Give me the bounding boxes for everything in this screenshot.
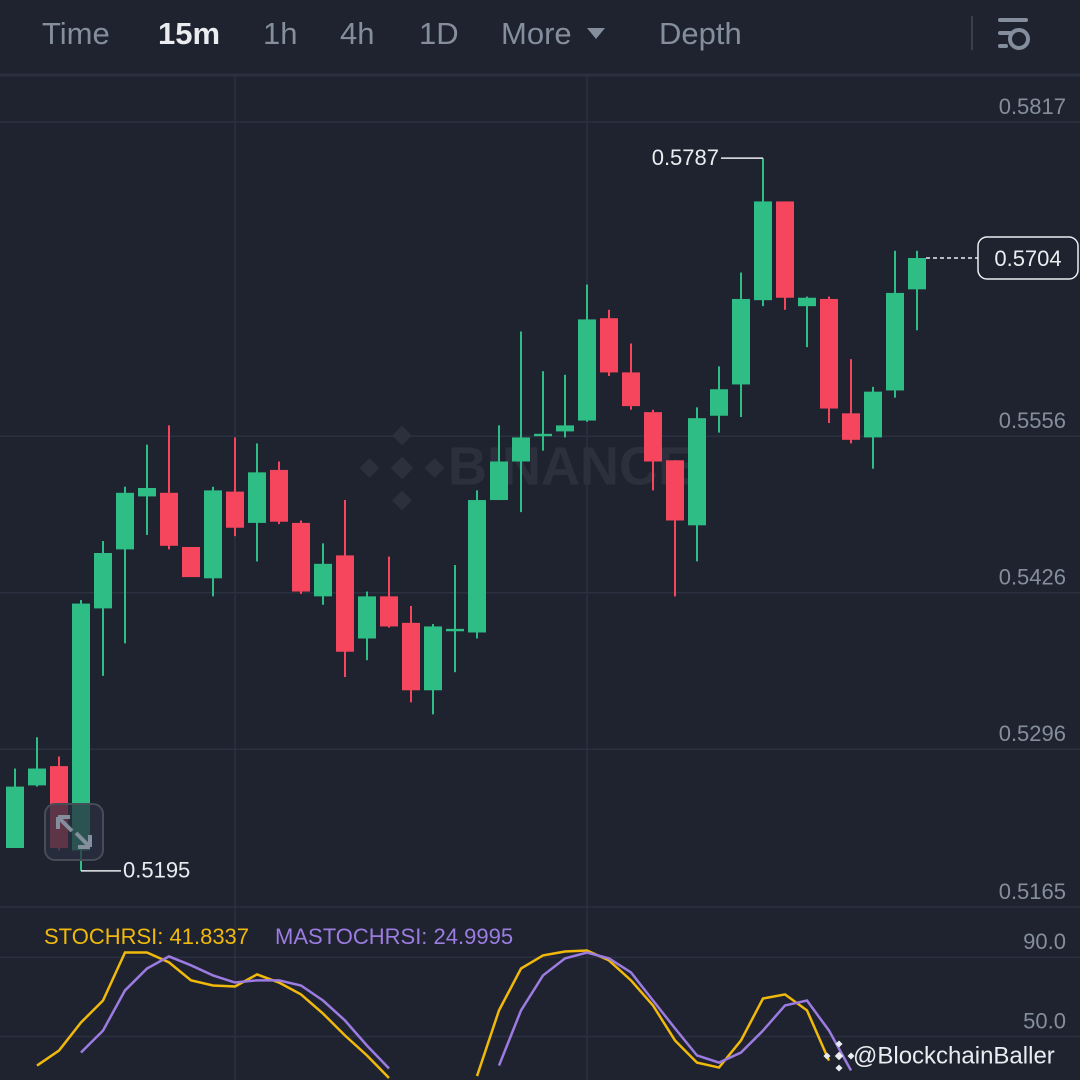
- tab[interactable]: 15m: [158, 16, 220, 51]
- candle-body: [380, 596, 398, 627]
- candle-body: [358, 596, 376, 639]
- low-label: 0.5195: [123, 858, 190, 883]
- candle-body: [666, 460, 684, 521]
- candle-body: [644, 412, 662, 462]
- candle-body: [864, 391, 882, 438]
- candle-body: [204, 490, 222, 579]
- candle-body: [490, 461, 508, 501]
- candle-body: [556, 425, 574, 432]
- last-price-label: 0.5704: [994, 246, 1061, 271]
- candle-body: [776, 201, 794, 298]
- tab[interactable]: Time: [42, 16, 110, 51]
- candle-body: [798, 297, 816, 307]
- candle-body: [578, 319, 596, 421]
- y-tick-label: 0.5817: [999, 94, 1066, 119]
- y-tick-label: 0.5426: [999, 565, 1066, 590]
- candle-body: [402, 622, 420, 691]
- candle-body: [512, 437, 530, 462]
- candle-body: [534, 433, 552, 437]
- more-caret: [587, 28, 605, 39]
- tab[interactable]: 4h: [340, 16, 374, 51]
- candle-body: [226, 491, 244, 528]
- candle-body: [468, 500, 486, 633]
- candle-body: [732, 298, 750, 385]
- candle-body: [138, 487, 156, 497]
- candle-body: [886, 292, 904, 391]
- candle-body: [248, 472, 266, 523]
- tab[interactable]: Depth: [659, 16, 742, 51]
- high-label: 0.5787: [652, 145, 719, 170]
- tab[interactable]: More: [501, 16, 572, 51]
- candle-body: [820, 298, 838, 409]
- indicator-panel: 90.0 50.0: [0, 929, 1080, 1078]
- top-bar: Time 15m 1h 4h 1D More Depth: [0, 16, 1080, 77]
- y-tick-label: 90.0: [1023, 929, 1066, 954]
- candle-body: [6, 786, 24, 849]
- credit: @BlockchainBaller: [823, 1040, 1055, 1072]
- y-tick-label: 0.5165: [999, 879, 1066, 904]
- tab[interactable]: 1h: [263, 16, 297, 51]
- candle-body: [160, 492, 178, 546]
- candle-body: [116, 492, 134, 550]
- grid: [234, 76, 588, 1080]
- candle-body: [908, 258, 926, 290]
- candle-body: [314, 563, 332, 597]
- candle-body: [622, 372, 640, 407]
- legend-entry: MASTOCHRSI: 24.9995: [275, 924, 513, 949]
- indicator-line: [80, 951, 853, 1072]
- candle-body: [182, 546, 200, 578]
- candle-body: [292, 522, 310, 592]
- expand-button[interactable]: [44, 803, 104, 861]
- candle-body: [688, 418, 706, 526]
- candle-body: [424, 626, 442, 691]
- candle-body: [270, 469, 288, 522]
- candle-body: [72, 603, 90, 851]
- legend-entry: STOCHRSI: 41.8337: [44, 924, 249, 949]
- candle-body: [446, 628, 464, 632]
- candle-body: [94, 553, 112, 609]
- y-tick-label: 50.0: [1023, 1008, 1066, 1033]
- credit-text: @BlockchainBaller: [853, 1042, 1055, 1069]
- candle-body: [754, 201, 772, 301]
- candle-body: [600, 318, 618, 373]
- overlay: 0.5787 0.5195 0.5704 STOCHRSI: 41.8337 MASTO…: [44, 145, 1079, 949]
- y-tick-label: 0.5556: [999, 408, 1066, 433]
- y-tick-label: 0.5296: [999, 721, 1066, 746]
- candle-body: [710, 389, 728, 416]
- candle-body: [336, 555, 354, 652]
- candle-body: [28, 768, 46, 786]
- last-price-box: [977, 236, 1079, 280]
- tab[interactable]: 1D: [419, 16, 459, 51]
- candle-body: [842, 413, 860, 440]
- settings-icon[interactable]: [998, 18, 1030, 50]
